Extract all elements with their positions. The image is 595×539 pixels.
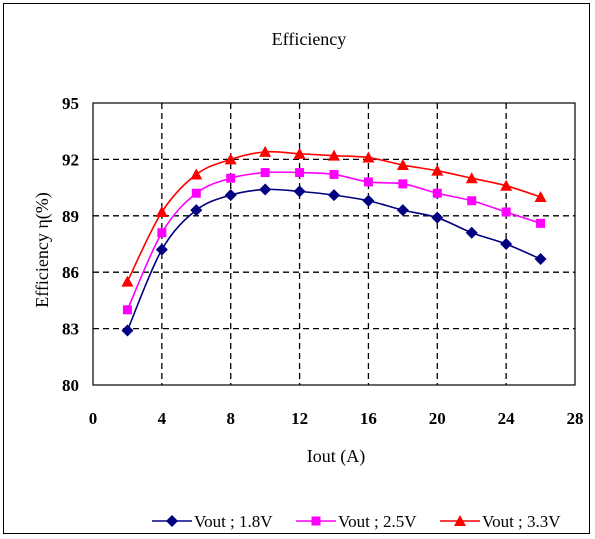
data-point: [293, 185, 306, 198]
data-point: [157, 228, 167, 238]
chart-title: Efficiency: [272, 29, 347, 49]
legend-label: Vout ; 1.8V: [194, 512, 273, 531]
x-tick-label: 28: [567, 409, 584, 428]
y-tick-label: 80: [62, 376, 79, 395]
data-point: [431, 211, 444, 224]
x-tick-label: 16: [360, 409, 377, 428]
chart-frame: [3, 3, 590, 534]
data-point: [328, 149, 340, 161]
data-point: [362, 194, 375, 207]
data-point: [190, 204, 203, 217]
legend-marker: [166, 515, 178, 527]
x-tick-label: 20: [429, 409, 446, 428]
data-point: [224, 153, 237, 165]
data-point: [190, 168, 203, 180]
data-point: [121, 275, 134, 287]
data-point: [432, 188, 442, 198]
data-point: [500, 238, 513, 250]
data-point: [122, 305, 132, 315]
legend: Vout ; 1.8V Vout ; 2.5V Vout ; 3.3V: [152, 512, 561, 531]
y-tick-label: 83: [62, 320, 79, 339]
data-point: [293, 147, 306, 159]
series-2: [122, 168, 546, 315]
y-axis-label: Efficiency η(%): [32, 192, 53, 308]
data-point: [155, 206, 168, 218]
data-point: [534, 191, 547, 202]
data-point: [259, 183, 272, 196]
data-point: [398, 179, 408, 189]
data-point: [295, 168, 305, 178]
x-tick-label: 0: [89, 409, 98, 428]
data-point: [431, 164, 444, 176]
data-point: [465, 172, 478, 184]
x-tick-label: 12: [291, 409, 308, 428]
data-point: [259, 145, 272, 157]
data-point: [500, 179, 513, 191]
data-point: [467, 196, 477, 206]
legend-marker: [311, 516, 321, 526]
y-tick-label: 86: [62, 263, 79, 282]
legend-marker: [454, 515, 466, 526]
data-point: [260, 168, 270, 178]
series-line: [126, 188, 541, 331]
data-point: [501, 207, 511, 217]
data-point: [396, 159, 409, 171]
y-tick-labels: 80 83 86 89 92 95: [62, 94, 79, 395]
x-tick-labels: 0 4 8 12 16 20 24 28: [89, 409, 584, 428]
legend-label: Vout ; 2.5V: [338, 512, 417, 531]
data-point: [396, 204, 409, 217]
data-point: [328, 189, 340, 202]
y-tick-label: 92: [62, 150, 79, 169]
x-tick-label: 8: [226, 409, 235, 428]
y-tick-label: 89: [62, 207, 79, 226]
data-point: [362, 151, 375, 163]
data-point: [226, 173, 236, 183]
data-point: [534, 253, 547, 266]
data-point: [329, 169, 339, 179]
data-point: [536, 218, 546, 228]
series-group: [121, 145, 547, 337]
series-1: [121, 183, 547, 337]
y-tick-label: 95: [62, 94, 79, 113]
data-point: [224, 189, 237, 202]
data-point: [155, 243, 168, 256]
data-point: [465, 226, 478, 239]
plot-area: [92, 102, 576, 386]
data-point: [121, 324, 134, 337]
data-point: [363, 177, 373, 187]
x-axis-label: Iout (A): [307, 446, 365, 467]
x-tick-label: 24: [498, 409, 516, 428]
data-point: [191, 188, 201, 198]
x-tick-label: 4: [158, 409, 167, 428]
legend-label: Vout ; 3.3V: [482, 512, 561, 531]
series-3: [121, 145, 547, 287]
